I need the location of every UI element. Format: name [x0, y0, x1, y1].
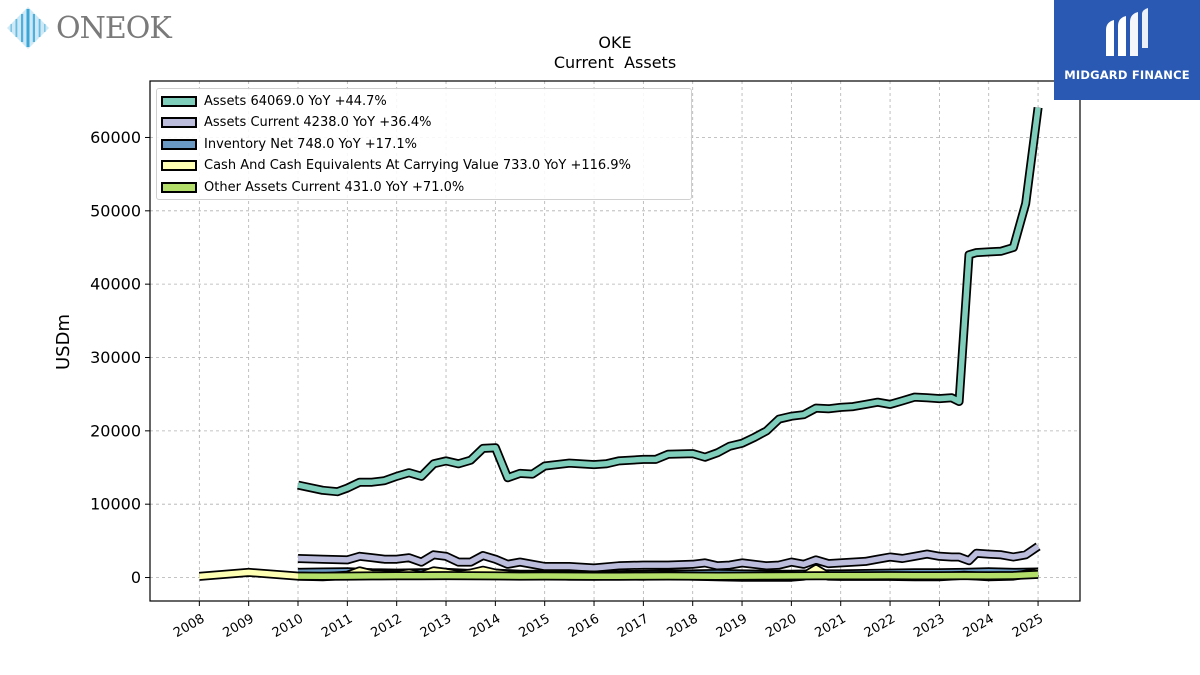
series-1: [297, 542, 1041, 573]
x-tick-label: 2019: [714, 611, 750, 641]
legend-label: Cash And Cash Equivalents At Carrying Va…: [204, 158, 631, 173]
series-0: [297, 107, 1043, 497]
x-tick-label: 2009: [221, 611, 257, 641]
oneok-diamond-icon: [7, 7, 49, 49]
chart-subtitle: Current Assets: [554, 53, 676, 72]
y-tick-label: 20000: [90, 421, 141, 440]
legend-item: Other Assets Current 431.0 YoY +71.0%: [161, 177, 464, 197]
legend-swatch: [161, 138, 197, 150]
legend-label: Assets 64069.0 YoY +44.7%: [204, 93, 387, 109]
legend-swatch: [161, 95, 197, 107]
x-tick-label: 2025: [1010, 611, 1046, 641]
legend-swatch: [161, 160, 197, 171]
x-tick-label: 2010: [270, 611, 306, 641]
plot-frame: [149, 80, 1081, 602]
x-tick-label: 2018: [665, 611, 701, 641]
chart-legend: Assets 64069.0 YoY +44.7% Assets Current …: [156, 88, 692, 200]
legend-swatch: [161, 117, 197, 128]
x-tick-label: 2017: [615, 611, 651, 641]
legend-swatch: [161, 181, 197, 193]
y-tick-label: 0: [131, 568, 141, 587]
midgard-brand-text: MIDGARD FINANCE: [1064, 68, 1190, 82]
midgard-finance-logo: MIDGARD FINANCE: [1054, 0, 1200, 100]
y-tick-label: 50000: [90, 201, 141, 220]
y-tick-label: 60000: [90, 128, 141, 147]
x-tick-label: 2024: [961, 611, 997, 641]
x-tick-label: 2022: [862, 611, 898, 641]
x-tick-label: 2023: [911, 611, 947, 641]
legend-item: Assets 64069.0 YoY +44.7%: [161, 91, 387, 111]
x-tick-label: 2016: [566, 611, 602, 641]
x-tick-label: 2020: [763, 611, 799, 641]
series-line: [297, 571, 1039, 580]
series-4: [297, 569, 1039, 581]
x-tick-label: 2013: [418, 611, 454, 641]
legend-label: Other Assets Current 431.0 YoY +71.0%: [204, 179, 465, 195]
oneok-wordmark: ONEOK: [56, 10, 172, 46]
series-line: [297, 544, 1040, 571]
legend-item: Cash And Cash Equivalents At Carrying Va…: [161, 156, 631, 176]
y-tick-label: 30000: [90, 348, 141, 367]
x-tick-label: 2015: [517, 611, 553, 641]
chart-title: OKE: [598, 33, 631, 52]
legend-label: Assets Current 4238.0 YoY +36.4%: [204, 115, 432, 130]
y-axis-label: USDm: [53, 314, 74, 370]
series-lines: [198, 107, 1043, 582]
oneok-logo: ONEOK: [6, 6, 172, 50]
legend-label: Inventory Net 748.0 YoY +17.1%: [204, 136, 417, 152]
x-tick-label: 2012: [369, 611, 405, 641]
x-tick-label: 2008: [171, 611, 207, 641]
midgard-mark-icon: [1106, 8, 1148, 56]
x-tick-label: 2021: [813, 611, 849, 641]
x-tick-label: 2014: [467, 611, 503, 641]
x-tick-label: 2011: [319, 611, 355, 641]
series-line: [297, 107, 1041, 495]
y-tick-label: 40000: [90, 275, 141, 294]
y-tick-label: 10000: [90, 495, 141, 514]
legend-item: Assets Current 4238.0 YoY +36.4%: [161, 113, 431, 133]
legend-item: Inventory Net 748.0 YoY +17.1%: [161, 134, 417, 154]
